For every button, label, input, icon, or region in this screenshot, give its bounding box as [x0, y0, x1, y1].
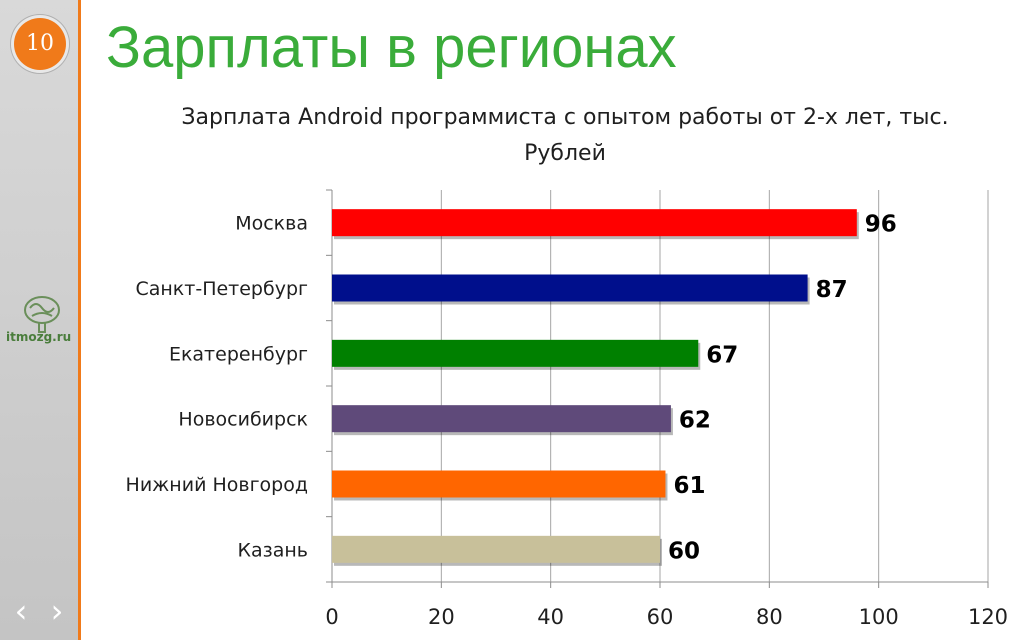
logo-text: itmozg.ru — [6, 330, 72, 344]
bar — [332, 339, 699, 367]
chevron-left-icon[interactable]: ‹ — [14, 592, 28, 630]
x-tick-label: 100 — [859, 605, 899, 629]
category-label: Екатеренбург — [169, 343, 308, 365]
x-tick-label: 80 — [756, 605, 783, 629]
data-label: 61 — [673, 473, 705, 499]
category-label: Москва — [235, 213, 308, 235]
data-label: 60 — [668, 538, 700, 564]
data-label: 87 — [816, 277, 848, 303]
category-label: Новосибирск — [178, 409, 308, 431]
bar — [332, 274, 808, 302]
category-label: Казань — [238, 539, 309, 561]
chart-title: Зарплата Android программиста с опытом р… — [181, 105, 949, 166]
chevron-right-icon[interactable]: › — [50, 592, 64, 630]
data-label: 62 — [679, 408, 711, 434]
x-tick-label: 0 — [325, 605, 338, 629]
category-label: Нижний Новгород — [126, 474, 308, 496]
x-tick-label: 20 — [428, 605, 455, 629]
sidebar-divider — [78, 0, 81, 640]
page-title: Зарплаты в регионах — [106, 15, 677, 80]
bar — [332, 470, 666, 498]
bar — [332, 535, 660, 563]
data-label: 67 — [706, 342, 738, 368]
bar — [332, 209, 857, 237]
slide-number-badge: 10 — [14, 18, 66, 70]
data-label: 96 — [865, 212, 897, 238]
brain-logo-icon — [24, 296, 60, 333]
x-tick-label: 120 — [968, 605, 1008, 629]
x-tick-label: 40 — [537, 605, 564, 629]
bar — [332, 405, 671, 433]
sidebar — [0, 0, 80, 640]
category-label: Санкт-Петербург — [135, 278, 308, 300]
x-tick-label: 60 — [647, 605, 674, 629]
